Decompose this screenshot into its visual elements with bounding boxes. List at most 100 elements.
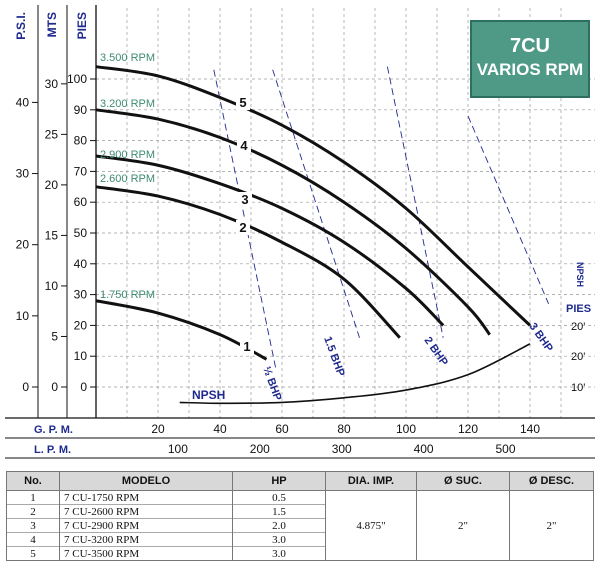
lpm-tick-label: 200 xyxy=(250,442,270,456)
rpm-curve xyxy=(95,108,491,336)
mts-tick-label: 10 xyxy=(45,279,59,293)
rpm-curve xyxy=(95,65,532,327)
pies-tick-label: 90 xyxy=(74,103,88,117)
col-modelo: MODELO xyxy=(59,471,233,491)
cell-desc: 2" xyxy=(509,490,594,561)
bhp-line xyxy=(213,69,277,369)
npsh-tick-label: 10' xyxy=(571,382,585,394)
cell-no: 4 xyxy=(6,532,60,547)
mts-tick-label: 15 xyxy=(45,228,59,242)
psi-header: P.S.I. xyxy=(14,12,28,40)
rpm-curve xyxy=(95,185,401,339)
npsh-header: NPSH xyxy=(575,262,585,287)
table-row: 2 7 CU-2600 RPM 1.5 xyxy=(6,504,594,519)
mts-tick-label: 25 xyxy=(45,127,59,141)
chart-title-rpm: VARIOS RPM xyxy=(476,60,584,79)
npsh-label: NPSH xyxy=(192,388,225,402)
gpm-tick-label: 80 xyxy=(337,422,351,436)
cell-suc: 2" xyxy=(416,490,510,561)
col-hp: HP xyxy=(232,471,326,491)
curve-number-bg xyxy=(236,220,250,235)
gpm-axis-label: G. P. M. xyxy=(34,424,73,436)
psi-tick-label: 40 xyxy=(16,95,30,109)
y-axes: 0102030405060708090100051015202530010203… xyxy=(16,72,586,394)
lpm-tick-label: 300 xyxy=(332,442,352,456)
pies-tick-label: 10 xyxy=(74,349,88,363)
gpm-tick-label: 100 xyxy=(396,422,416,436)
cell-modelo: 7 CU-2900 RPM xyxy=(59,518,233,533)
curve-number: 4 xyxy=(240,138,248,153)
chart-title-model: 7CU xyxy=(509,35,550,57)
bhp-label: 3 BHP xyxy=(527,321,555,354)
lpm-tick-label: 400 xyxy=(414,442,434,456)
table-row: 4 7 CU-3200 RPM 3.0 xyxy=(6,532,594,547)
chart-title-box: 7CU VARIOS RPM xyxy=(470,20,590,98)
pies-tick-label: 70 xyxy=(74,164,88,178)
gpm-tick-label: 120 xyxy=(458,422,478,436)
pies-tick-label: 80 xyxy=(74,134,88,148)
mts-header: MTS xyxy=(45,12,59,37)
curve-number: 5 xyxy=(239,95,246,110)
pies-header: PIES xyxy=(75,12,89,39)
mts-tick-label: 30 xyxy=(45,77,59,91)
pies-tick-label: 60 xyxy=(74,195,88,209)
bhp-line xyxy=(386,66,444,338)
gpm-tick-label: 60 xyxy=(275,422,289,436)
bhp-label: ½ BHP xyxy=(260,365,283,402)
table-row: 3 7 CU-2900 RPM 2.0 xyxy=(6,518,594,533)
psi-tick-label: 0 xyxy=(22,380,29,394)
npsh-pies-header: PIES xyxy=(566,303,591,315)
col-dia-imp: DIA. IMP. xyxy=(325,471,417,491)
col-desc: Ø DESC. xyxy=(509,471,594,491)
curve-number-bg xyxy=(240,339,254,354)
chart-frame xyxy=(5,5,595,459)
rpm-label: 3.500 RPM xyxy=(100,52,155,64)
cell-hp: 3.0 xyxy=(232,546,326,561)
rpm-label: 1.750 RPM xyxy=(100,289,155,301)
npsh-tick-label: 20' xyxy=(571,321,585,333)
cell-no: 1 xyxy=(6,490,60,505)
mts-tick-label: 20 xyxy=(45,178,59,192)
lpm-axis-label: L. P. M. xyxy=(34,444,71,456)
pies-tick-label: 40 xyxy=(74,257,88,271)
rpm-label: 2.600 RPM xyxy=(100,173,155,185)
cell-hp: 2.0 xyxy=(232,518,326,533)
psi-tick-label: 10 xyxy=(16,309,30,323)
bhp-label: 2 BHP xyxy=(422,335,450,368)
pies-tick-label: 100 xyxy=(67,72,87,86)
col-suc: Ø SUC. xyxy=(416,471,510,491)
psi-tick-label: 20 xyxy=(16,238,30,252)
rpm-label: 2.900 RPM xyxy=(100,149,155,161)
bhp-line xyxy=(272,69,360,338)
cell-dia-imp: 4.875" xyxy=(325,490,417,561)
bhp-line xyxy=(467,115,550,305)
psi-tick-label: 30 xyxy=(16,167,30,181)
cell-hp: 0.5 xyxy=(232,490,326,505)
pies-tick-label: 50 xyxy=(74,226,88,240)
rpm-label: 3.200 RPM xyxy=(100,98,155,110)
col-no: No. xyxy=(6,471,60,491)
pies-tick-label: 30 xyxy=(74,288,88,302)
gpm-tick-label: 40 xyxy=(213,422,227,436)
lpm-tick-label: 500 xyxy=(495,442,515,456)
pies-tick-label: 0 xyxy=(80,380,87,394)
model-table: No. MODELO HP DIA. IMP. Ø SUC. Ø DESC. 1… xyxy=(6,471,594,561)
table-row: 1 7 CU-1750 RPM 0.5 4.875" 2" 2" xyxy=(6,490,594,561)
cell-modelo: 7 CU-3500 RPM xyxy=(59,546,233,561)
cell-no: 2 xyxy=(6,504,60,519)
npsh-tick-label: 20' xyxy=(571,351,585,363)
table-row: 5 7 CU-3500 RPM 3.0 xyxy=(6,546,594,561)
cell-modelo: 7 CU-2600 RPM xyxy=(59,504,233,519)
x-axes: 20 40 60 80 100 120 140 100 200 300 400 500 xyxy=(151,422,540,456)
curve-number-bg xyxy=(236,95,250,110)
gpm-tick-label: 140 xyxy=(520,422,540,436)
mts-tick-label: 5 xyxy=(51,329,58,343)
npsh-curve xyxy=(179,343,531,405)
curve-number: 3 xyxy=(241,192,248,207)
curve-number-bg xyxy=(238,192,252,207)
cell-modelo: 7 CU-3200 RPM xyxy=(59,532,233,547)
curve-number-bg xyxy=(237,138,251,153)
rpm-curves: 3.500 RPM 5 3.200 RPM 4 2.900 RPM 3 2.600 RPM 2… xyxy=(95,52,532,405)
mts-tick-label: 0 xyxy=(51,380,58,394)
cell-modelo: 7 CU-1750 RPM xyxy=(59,490,233,505)
